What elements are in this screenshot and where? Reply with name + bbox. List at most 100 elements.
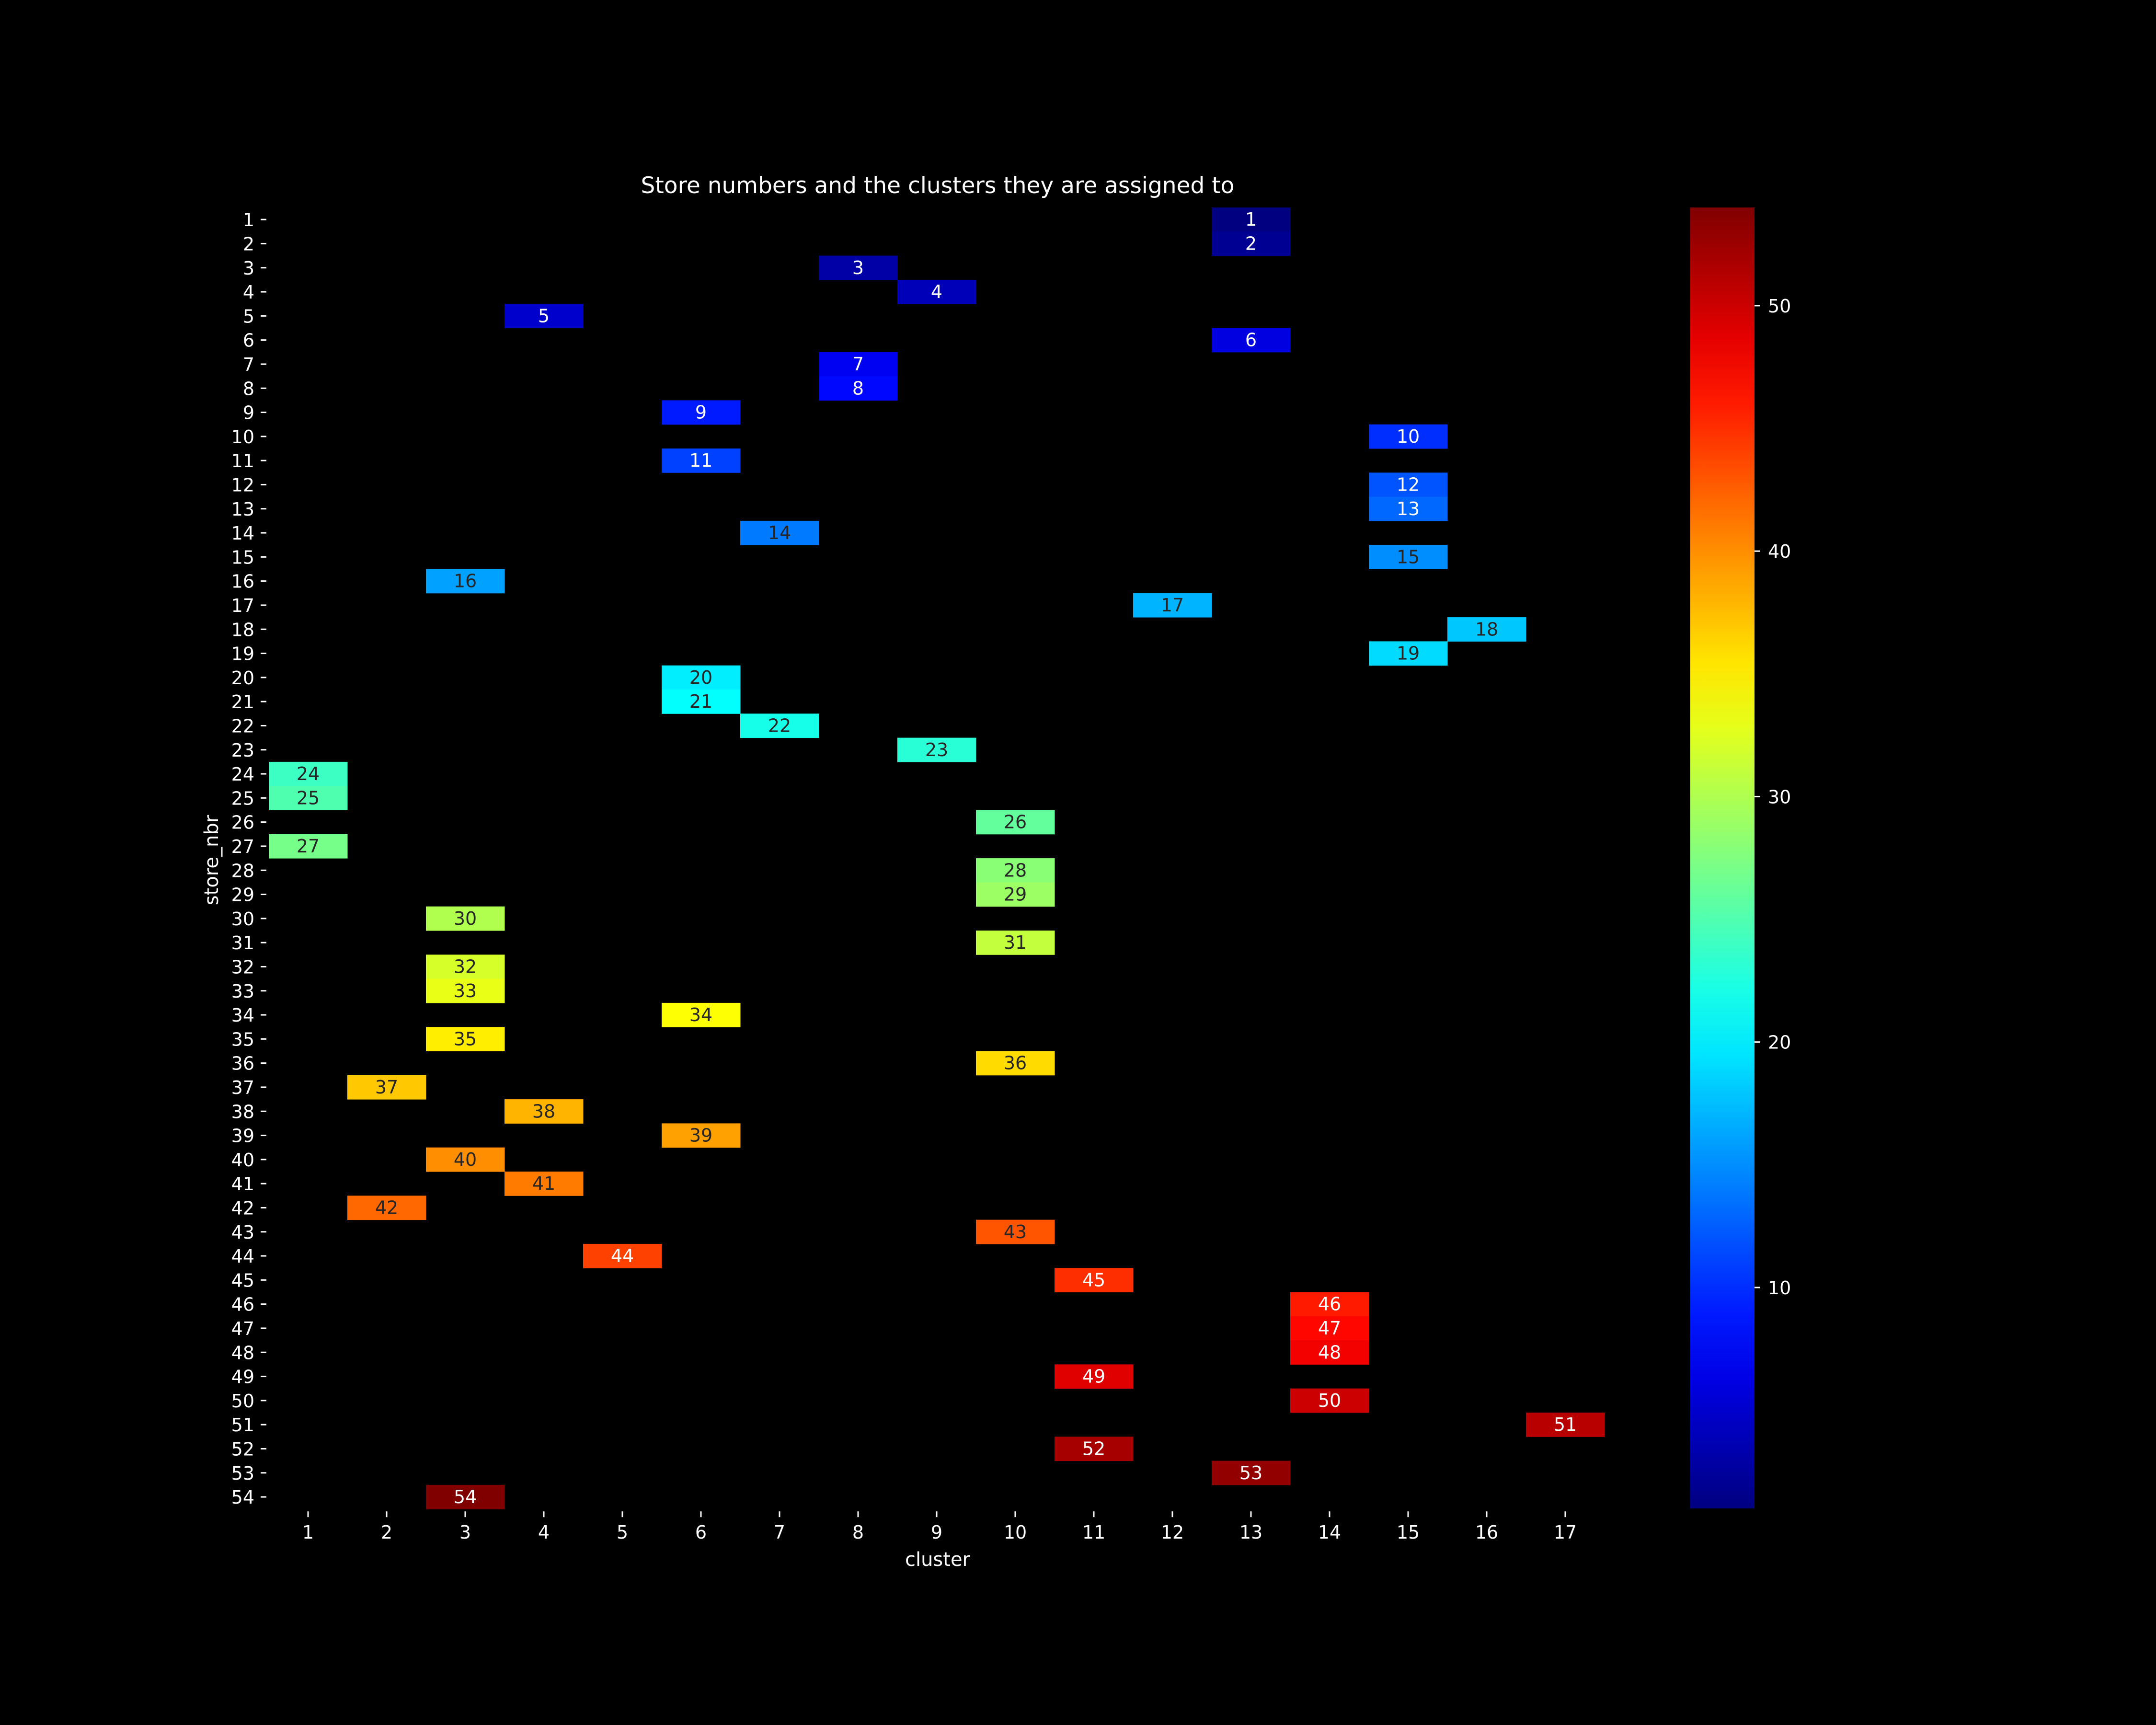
- colorbar-ticks: 10 20 30 40 50: [1755, 296, 1791, 1299]
- y-tick-label: 40: [231, 1150, 254, 1171]
- heatmap-cell: [1290, 1340, 1369, 1365]
- cell-value-label: 22: [768, 715, 791, 736]
- x-tick-label: 4: [538, 1522, 550, 1543]
- cell-value-label: 13: [1397, 498, 1420, 519]
- y-tick-label: 30: [231, 908, 254, 930]
- cell-value-label: 29: [1004, 884, 1027, 905]
- cell-value-label: 54: [454, 1486, 477, 1507]
- y-tick-label: 52: [231, 1438, 254, 1460]
- cell-value-label: 34: [689, 1004, 712, 1025]
- x-axis: 1 2 3 4 5 6 7 8 9 10 11 12 13 14 15 16 17: [302, 1511, 1577, 1543]
- cell-value-label: 38: [532, 1101, 555, 1122]
- heatmap-cell: [1526, 1413, 1605, 1437]
- y-tick-label: 34: [231, 1005, 254, 1026]
- heatmap-cell: [1369, 545, 1448, 569]
- heatmap-cell: [819, 376, 898, 401]
- y-axis-label: store_nbr: [201, 815, 223, 905]
- cell-value-label: 21: [689, 691, 712, 712]
- cell-value-label: 6: [1245, 330, 1257, 351]
- heatmap-cell: [897, 737, 976, 762]
- heatmap-cell: [897, 279, 976, 304]
- heatmap-cell: [1212, 231, 1291, 256]
- heatmap-cell: [1055, 1437, 1134, 1461]
- heatmap-cell: [976, 882, 1055, 907]
- y-tick-label: 39: [231, 1126, 254, 1147]
- heatmap-cell: [976, 1051, 1055, 1076]
- heatmap-cell: [1212, 328, 1291, 353]
- x-tick-label: 1: [302, 1522, 314, 1543]
- cell-value-label: 45: [1082, 1269, 1105, 1290]
- x-tick-label: 16: [1475, 1522, 1498, 1543]
- cell-value-label: 27: [297, 836, 320, 857]
- y-tick-label: 41: [231, 1173, 254, 1195]
- y-tick-label: 35: [231, 1029, 254, 1050]
- heatmap-cell: [662, 665, 741, 690]
- heatmap-cell: [662, 1002, 741, 1027]
- y-tick-label: 45: [231, 1270, 254, 1291]
- y-tick-label: 28: [231, 860, 254, 881]
- y-tick-label: 7: [243, 354, 254, 375]
- cell-value-label: 26: [1004, 812, 1027, 833]
- heatmap-cell: [426, 569, 505, 594]
- y-axis: 1234567891011121314151617181920212223242…: [231, 209, 266, 1508]
- cell-value-label: 2: [1245, 233, 1257, 254]
- y-tick-label: 33: [231, 981, 254, 1002]
- y-tick-label: 32: [231, 956, 254, 978]
- colorbar-tick-label: 50: [1768, 296, 1791, 317]
- cell-value-label: 3: [852, 257, 864, 278]
- chart-title: Store numbers and the clusters they are …: [641, 172, 1235, 199]
- x-axis-label: cluster: [905, 1549, 971, 1571]
- heatmap-cell: [662, 400, 741, 425]
- y-tick-label: 43: [231, 1222, 254, 1243]
- heatmap-cell: [1212, 207, 1291, 232]
- y-tick-label: 26: [231, 812, 254, 833]
- heatmap-cell: [740, 713, 819, 738]
- y-tick-label: 27: [231, 836, 254, 857]
- y-tick-label: 37: [231, 1077, 254, 1098]
- y-tick-label: 19: [231, 644, 254, 665]
- y-tick-label: 38: [231, 1101, 254, 1122]
- colorbar-tick-label: 30: [1768, 786, 1791, 807]
- y-tick-label: 29: [231, 885, 254, 906]
- x-tick-label: 12: [1161, 1522, 1184, 1543]
- y-tick-label: 24: [231, 764, 254, 785]
- heatmap-cell: [1055, 1364, 1134, 1389]
- cell-value-label: 31: [1004, 932, 1027, 953]
- heatmap-cell: [426, 954, 505, 979]
- cell-value-label: 10: [1397, 426, 1420, 447]
- cell-value-label: 17: [1161, 595, 1184, 616]
- heatmap-cell: [426, 1147, 505, 1172]
- heatmap-cell: [1447, 617, 1526, 642]
- cell-value-label: 42: [375, 1197, 398, 1218]
- heatmap-cell: [976, 858, 1055, 883]
- y-tick-label: 54: [231, 1487, 254, 1508]
- y-tick-label: 6: [243, 330, 254, 351]
- cell-value-label: 20: [689, 667, 712, 688]
- heatmap-cell: [426, 978, 505, 1003]
- y-tick-label: 9: [243, 402, 254, 424]
- cell-value-label: 28: [1004, 860, 1027, 881]
- heatmap-cell: [1369, 424, 1448, 449]
- colorbar-tick-label: 40: [1768, 541, 1791, 562]
- heatmap-cell: [1055, 1268, 1134, 1292]
- heatmap-cell: [269, 786, 348, 810]
- cell-value-label: 44: [611, 1245, 634, 1266]
- heatmap-cell: [662, 1123, 741, 1148]
- cell-value-label: 32: [454, 956, 477, 977]
- heatmap-cell: [819, 255, 898, 280]
- y-tick-label: 11: [231, 450, 254, 472]
- x-tick-label: 13: [1239, 1522, 1262, 1543]
- y-tick-label: 14: [231, 523, 254, 544]
- cell-value-label: 53: [1239, 1462, 1262, 1484]
- x-tick-label: 15: [1397, 1522, 1420, 1543]
- cell-value-label: 11: [689, 450, 712, 471]
- cell-value-label: 5: [538, 305, 550, 326]
- cell-value-label: 25: [297, 787, 320, 808]
- cell-value-label: 43: [1004, 1221, 1027, 1242]
- y-tick-label: 49: [231, 1367, 254, 1388]
- cell-value-label: 49: [1082, 1366, 1105, 1387]
- y-tick-label: 42: [231, 1197, 254, 1219]
- x-tick-label: 10: [1004, 1522, 1027, 1543]
- heatmap-cell: [426, 1484, 505, 1509]
